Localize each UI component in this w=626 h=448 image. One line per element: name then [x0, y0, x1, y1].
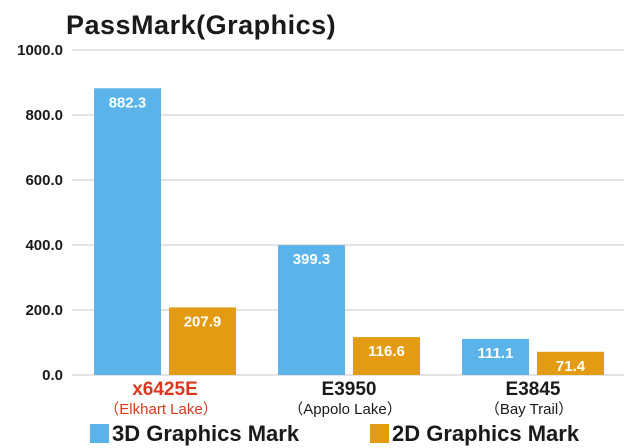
y-tick-label: 200.0 — [25, 302, 63, 319]
category-label: E3845 — [506, 379, 561, 400]
category-sublabel: （Bay Trail） — [485, 401, 573, 418]
category-label: E3950 — [322, 379, 377, 400]
category-sublabel: （Appolo Lake） — [288, 401, 401, 418]
y-tick-label: 600.0 — [25, 172, 63, 189]
category-label: x6425E — [132, 379, 198, 400]
bar-3d — [462, 338, 529, 375]
chart-title: PassMark(Graphics) — [66, 10, 337, 40]
legend-item-2d: 2D Graphics Mark — [370, 421, 579, 447]
legend-swatch-3d — [90, 424, 109, 443]
data-label: 116.6 — [368, 343, 405, 360]
legend-swatch-2d — [370, 424, 389, 443]
data-label: 207.9 — [184, 313, 222, 330]
y-tick-label: 1000.0 — [17, 42, 63, 59]
y-tick-label: 0.0 — [42, 367, 63, 384]
bar-2d — [353, 337, 420, 375]
bar-2d — [169, 307, 236, 375]
data-label: 882.3 — [109, 94, 147, 111]
category-sublabel: （Elkhart Lake） — [104, 401, 217, 418]
bar-3d — [278, 245, 345, 375]
data-label: 399.3 — [293, 251, 331, 268]
legend-item-3d: 3D Graphics Mark — [90, 421, 299, 447]
y-tick-label: 800.0 — [25, 107, 63, 124]
legend-label-2d: 2D Graphics Mark — [392, 420, 580, 446]
legend: 3D Graphics Mark 2D Graphics Mark — [0, 419, 626, 448]
bar-chart: 0.0 200.0 400.0 600.0 800.0 1000.0 882.3 207.9 x… — [17, 42, 624, 418]
data-label: 71.4 — [556, 358, 586, 375]
bar-2d — [537, 351, 604, 375]
bar-3d — [94, 88, 161, 375]
data-label: 111.1 — [478, 345, 514, 362]
legend-label-3d: 3D Graphics Mark — [112, 420, 300, 446]
y-tick-label: 400.0 — [25, 237, 63, 254]
